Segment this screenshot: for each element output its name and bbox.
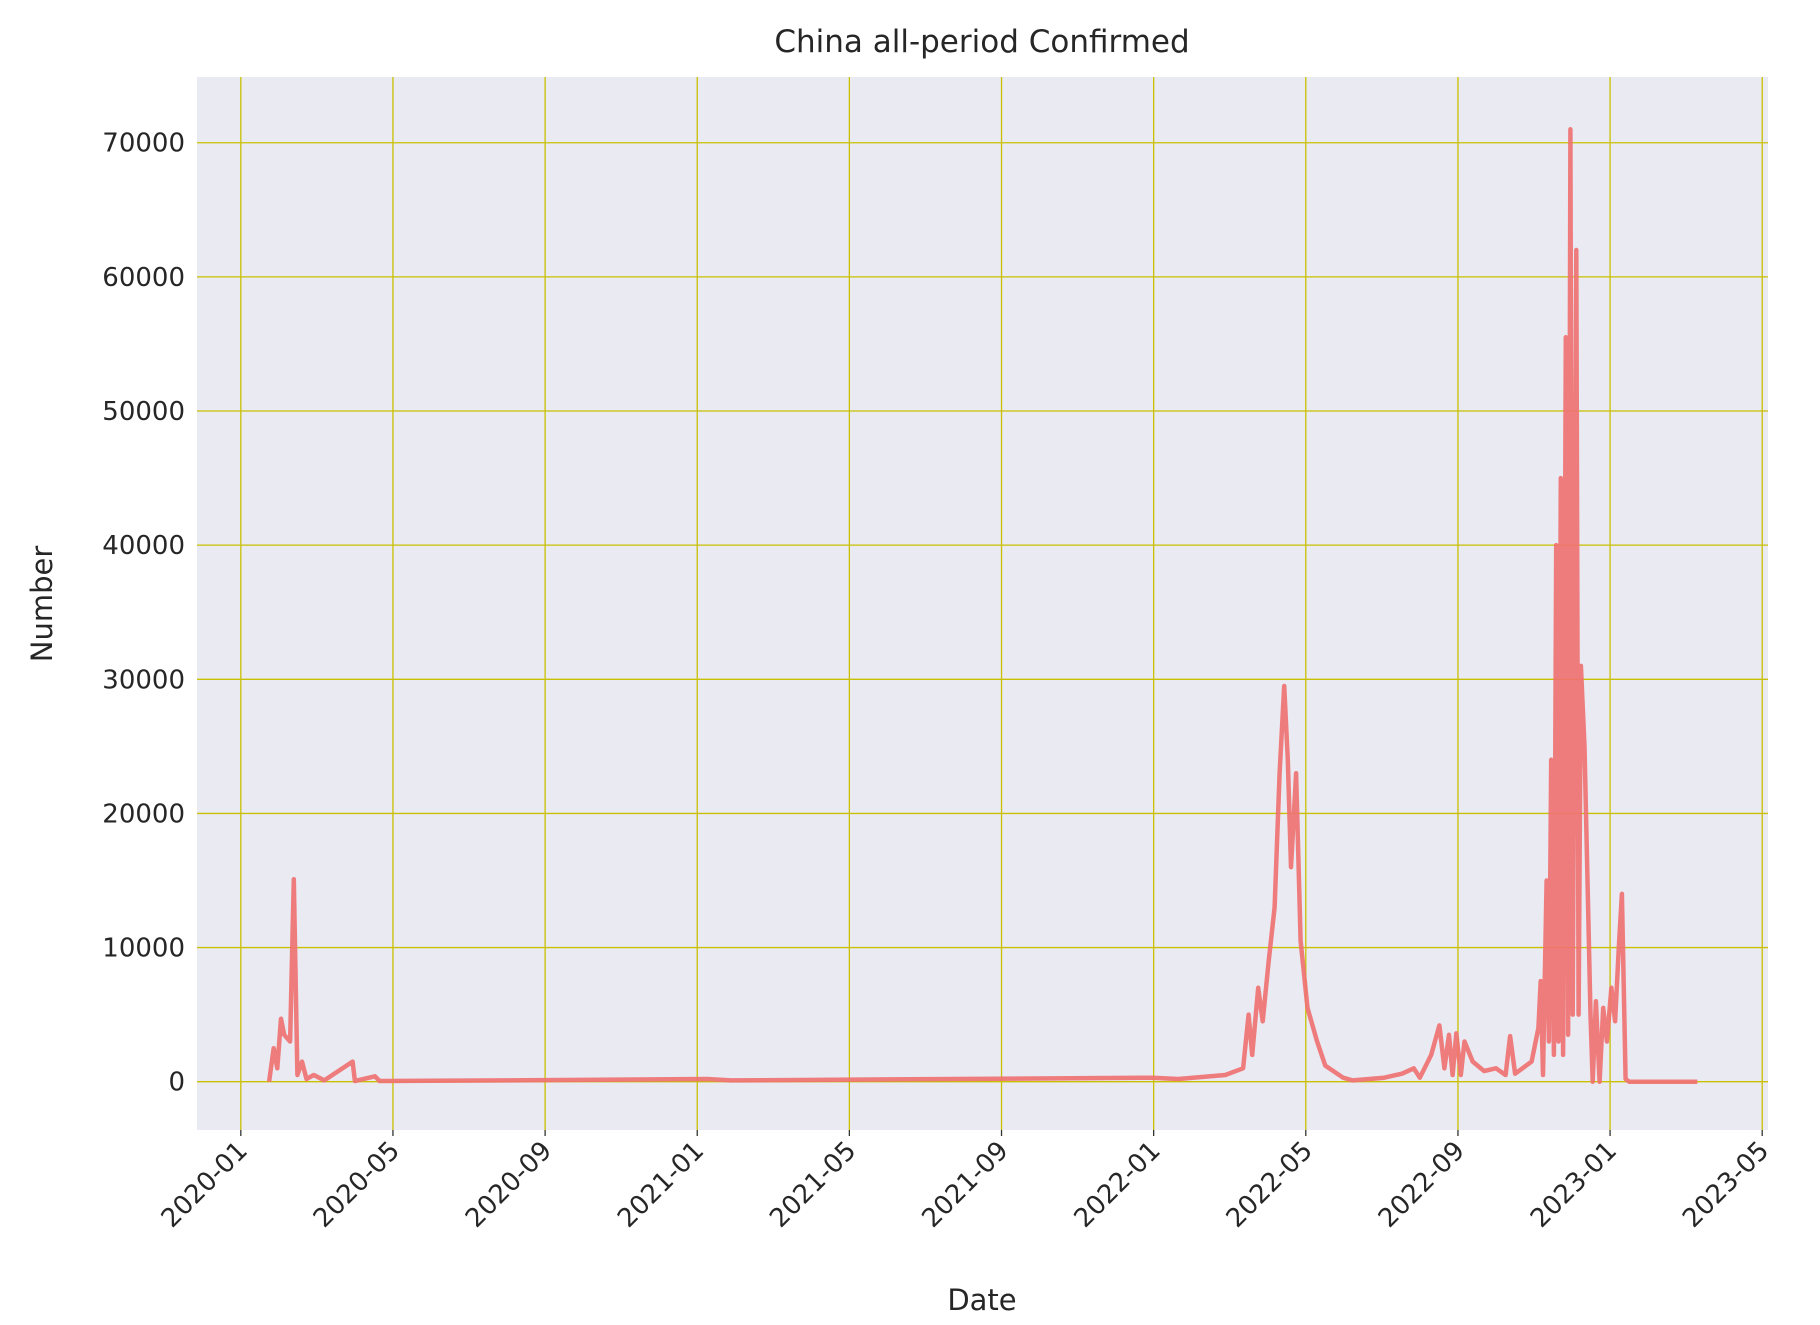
x-tick-label: 2021-01 (612, 1136, 710, 1234)
y-tick-label: 30000 (102, 665, 185, 695)
x-tick-label: 2021-05 (764, 1136, 862, 1234)
y-tick-label: 60000 (102, 263, 185, 293)
data-line (266, 127, 1698, 1084)
x-tick-label: 2022-01 (1069, 1136, 1167, 1234)
y-tick-label: 0 (168, 1068, 185, 1098)
y-tick-label: 70000 (102, 129, 185, 159)
chart-title: China all-period Confirmed (774, 24, 1189, 60)
x-tick-label: 2023-05 (1677, 1136, 1775, 1234)
x-tick-label: 2020-01 (156, 1136, 254, 1234)
x-tick-label: 2023-01 (1525, 1136, 1623, 1234)
y-tick-label: 40000 (102, 531, 185, 561)
x-tick-label: 2020-09 (460, 1136, 558, 1234)
plot-area (197, 77, 1768, 1130)
x-axis-label: Date (947, 1283, 1016, 1317)
x-tick-label: 2021-09 (916, 1136, 1014, 1234)
y-tick-label: 10000 (102, 934, 185, 964)
x-tick-label: 2022-05 (1221, 1136, 1319, 1234)
y-tick-label: 20000 (102, 799, 185, 829)
y-axis-label: Number (25, 546, 59, 663)
x-tick-label: 2020-05 (308, 1136, 406, 1234)
x-tick-label: 2022-09 (1373, 1136, 1471, 1234)
y-tick-label: 50000 (102, 397, 185, 427)
